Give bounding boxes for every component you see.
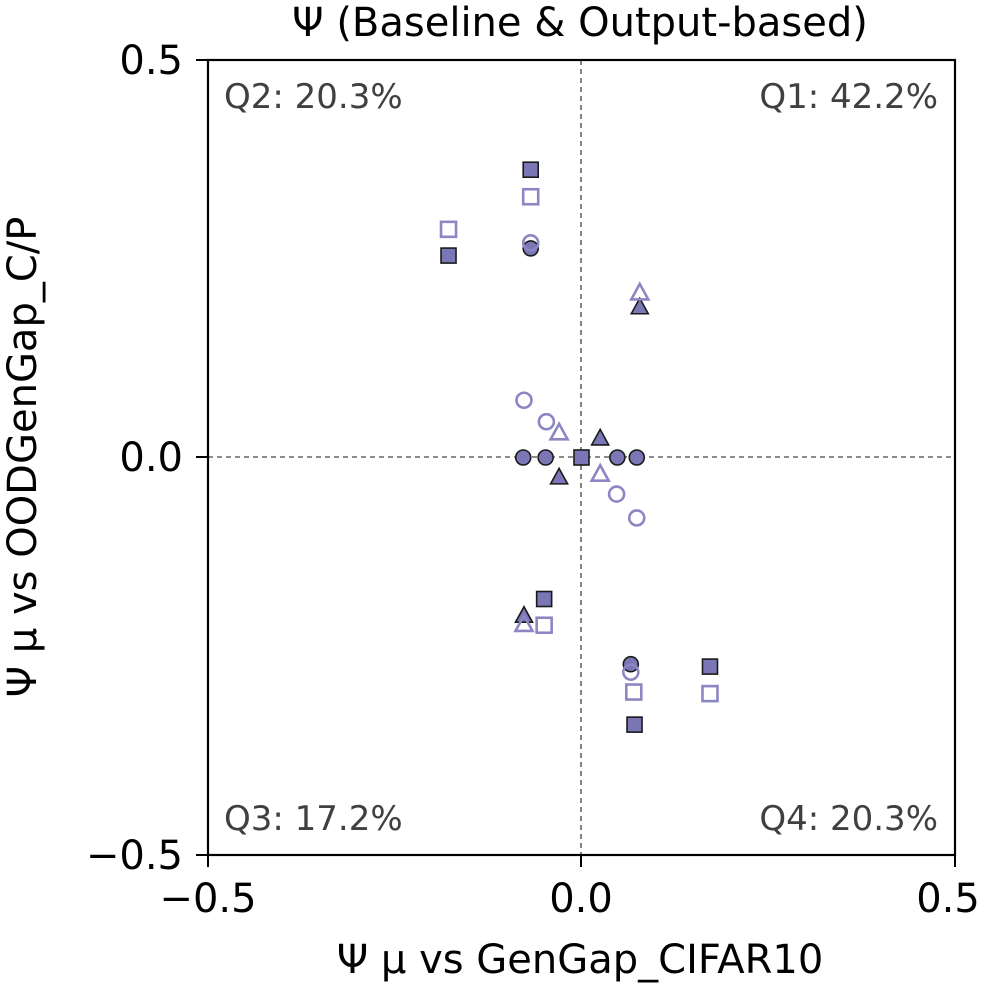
baseline-triangle-point xyxy=(590,427,611,446)
output-based-square-point xyxy=(439,220,458,239)
baseline-circle-point xyxy=(537,449,554,466)
baseline-square-point xyxy=(535,590,553,608)
baseline-circle-point xyxy=(628,449,646,466)
output-based-triangle-point xyxy=(629,281,651,301)
baseline-circle-point xyxy=(609,449,626,466)
output-based-circle-point xyxy=(622,663,640,681)
output-based-circle-point xyxy=(515,391,533,410)
output-based-circle-point xyxy=(521,234,540,252)
quadrant-label-q4: Q4: 20.3% xyxy=(759,799,938,839)
baseline-square-point xyxy=(522,161,540,179)
output-based-square-point xyxy=(521,187,540,206)
data-points xyxy=(439,161,719,733)
baseline-square-point xyxy=(626,716,643,733)
y-tick-label: 0.0 xyxy=(119,435,183,481)
output-based-square-point xyxy=(701,684,719,703)
y-tick-label: 0.5 xyxy=(119,38,183,84)
baseline-square-point xyxy=(701,658,719,675)
quadrant-label-q1: Q1: 42.2% xyxy=(759,77,938,117)
x-axis-label: Ψ µ vs GenGap_CIFAR10 xyxy=(337,937,824,983)
y-axis-label: Ψ µ vs OODGenGap_C/P xyxy=(0,217,46,698)
baseline-square-point xyxy=(440,247,457,264)
x-tick-label: −0.5 xyxy=(159,876,256,922)
y-tick-label: −0.5 xyxy=(86,833,183,879)
output-based-triangle-point xyxy=(513,612,535,633)
x-axis-ticks xyxy=(207,855,956,867)
output-based-triangle-point xyxy=(548,421,570,441)
output-based-square-point xyxy=(624,683,643,701)
x-tick-label: 0.0 xyxy=(549,876,613,922)
output-based-circle-point xyxy=(607,485,626,503)
y-axis-ticks xyxy=(196,59,208,856)
quadrant-label-q3: Q3: 17.2% xyxy=(224,799,403,839)
output-based-square-point xyxy=(535,616,553,635)
output-based-circle-point xyxy=(537,412,556,431)
baseline-circle-point xyxy=(514,449,532,466)
baseline-triangle-point xyxy=(549,466,569,485)
x-tick-label: 0.5 xyxy=(916,876,980,922)
output-based-circle-point xyxy=(627,509,646,527)
baseline-square-point xyxy=(573,449,590,466)
baseline-circle-point xyxy=(522,240,540,257)
chart-title: Ψ (Baseline & Output-based) xyxy=(292,0,868,46)
baseline-triangle-point xyxy=(629,296,650,315)
quadrant-label-q2: Q2: 20.3% xyxy=(224,77,403,117)
output-based-triangle-point xyxy=(589,462,611,482)
